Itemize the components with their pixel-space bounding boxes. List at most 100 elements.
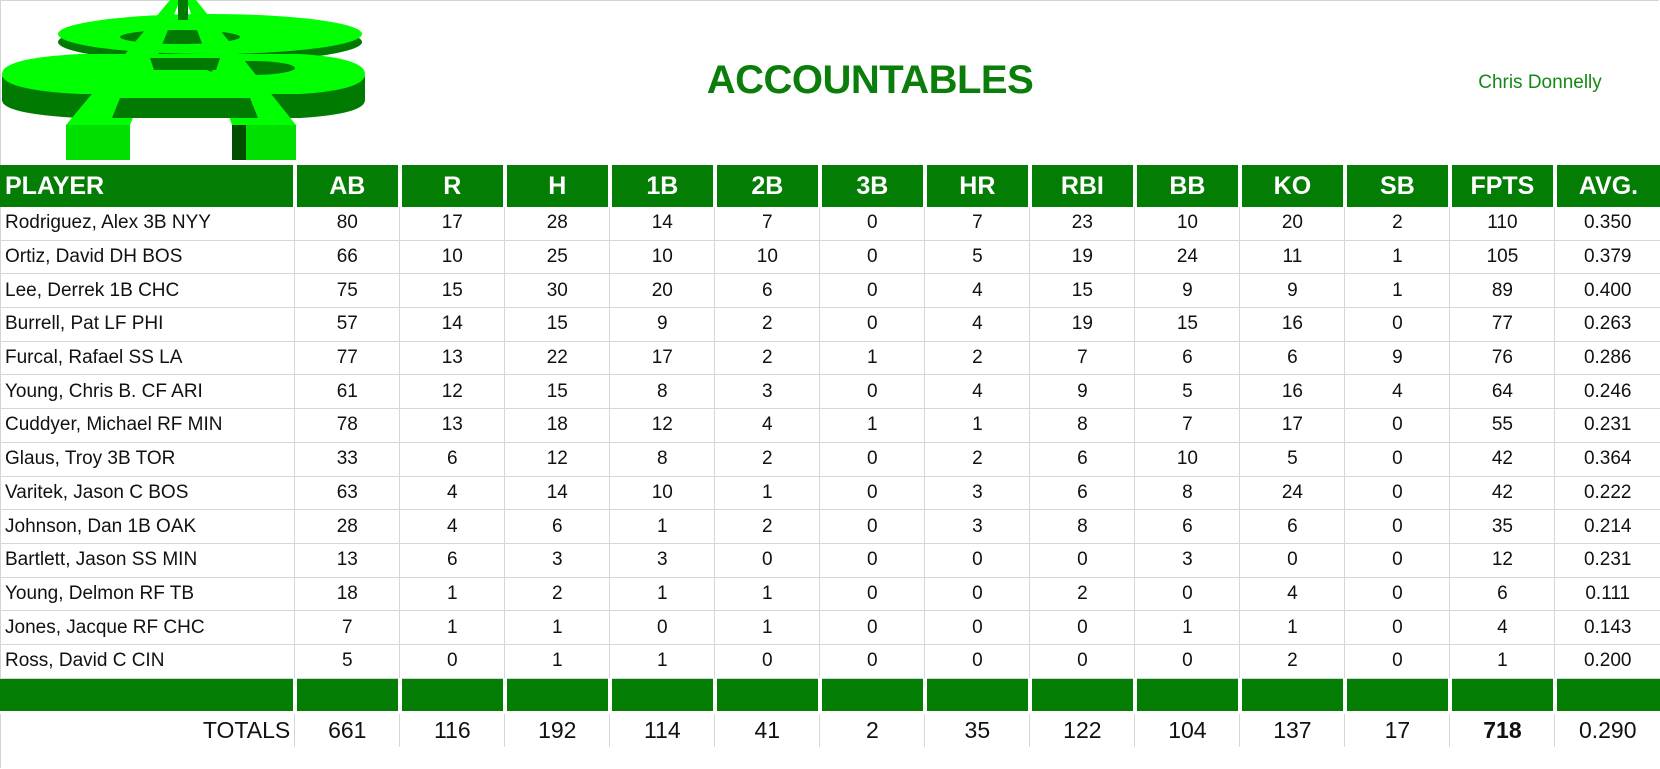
cell-hr[interactable]: 0 (924, 644, 1030, 679)
cell-r[interactable]: 4 (399, 509, 505, 544)
total-hr[interactable]: 35 (924, 712, 1030, 747)
cell-1b[interactable]: 3 (609, 543, 715, 578)
cell-hr[interactable]: 4 (924, 273, 1030, 309)
cell-2b[interactable]: 1 (714, 476, 820, 511)
cell-rbi[interactable]: 6 (1029, 442, 1135, 477)
cell-3b[interactable]: 0 (819, 543, 925, 578)
cell-avg[interactable]: 0.400 (1554, 273, 1660, 309)
cell-h[interactable]: 12 (504, 442, 610, 477)
cell-avg[interactable]: 0.231 (1554, 543, 1660, 578)
cell-fpts[interactable]: 12 (1449, 543, 1555, 578)
cell-fpts[interactable]: 89 (1449, 273, 1555, 309)
cell-ab[interactable]: 33 (294, 442, 400, 477)
cell-h[interactable]: 18 (504, 408, 610, 443)
column-header-player[interactable]: PLAYER (0, 165, 295, 207)
cell-ab[interactable]: 5 (294, 644, 400, 679)
cell-r[interactable]: 17 (399, 207, 505, 241)
cell-sb[interactable]: 0 (1344, 476, 1450, 511)
cell-2b[interactable]: 2 (714, 341, 820, 376)
cell-player[interactable]: Jones, Jacque RF CHC (0, 610, 295, 645)
cell-3b[interactable]: 0 (819, 307, 925, 342)
cell-1b[interactable]: 1 (609, 577, 715, 612)
cell-fpts[interactable]: 42 (1449, 476, 1555, 511)
cell-2b[interactable]: 2 (714, 307, 820, 342)
cell-2b[interactable]: 10 (714, 240, 820, 275)
cell-avg[interactable]: 0.231 (1554, 408, 1660, 443)
cell-player[interactable]: Burrell, Pat LF PHI (0, 307, 295, 342)
cell-sb[interactable]: 2 (1344, 207, 1450, 241)
cell-r[interactable]: 1 (399, 610, 505, 645)
cell-sb[interactable]: 0 (1344, 442, 1450, 477)
total-1b[interactable]: 114 (609, 712, 715, 747)
cell-sb[interactable]: 9 (1344, 341, 1450, 376)
cell-hr[interactable]: 0 (924, 543, 1030, 578)
cell-hr[interactable]: 3 (924, 509, 1030, 544)
total-ab[interactable]: 661 (294, 712, 400, 747)
cell-r[interactable]: 6 (399, 543, 505, 578)
column-header-h[interactable]: H (502, 165, 610, 207)
cell-hr[interactable]: 1 (924, 408, 1030, 443)
cell-3b[interactable]: 0 (819, 374, 925, 410)
cell-bb[interactable]: 6 (1134, 509, 1240, 544)
column-header-1b[interactable]: 1B (607, 165, 715, 207)
column-header-fpts[interactable]: FPTS (1447, 165, 1555, 207)
cell-1b[interactable]: 17 (609, 341, 715, 376)
cell-fpts[interactable]: 110 (1449, 207, 1555, 241)
total-fpts[interactable]: 718 (1449, 712, 1555, 747)
cell-h[interactable]: 2 (504, 577, 610, 612)
cell-1b[interactable]: 10 (609, 240, 715, 275)
cell-hr[interactable]: 4 (924, 307, 1030, 342)
cell-ko[interactable]: 16 (1239, 307, 1345, 342)
cell-ab[interactable]: 61 (294, 374, 400, 410)
cell-r[interactable]: 6 (399, 442, 505, 477)
cell-1b[interactable]: 9 (609, 307, 715, 342)
cell-player[interactable]: Glaus, Troy 3B TOR (0, 442, 295, 477)
cell-sb[interactable]: 4 (1344, 374, 1450, 410)
cell-bb[interactable]: 24 (1134, 240, 1240, 275)
cell-bb[interactable]: 0 (1134, 577, 1240, 612)
column-header-rbi[interactable]: RBI (1027, 165, 1135, 207)
cell-ab[interactable]: 18 (294, 577, 400, 612)
cell-rbi[interactable]: 23 (1029, 207, 1135, 241)
cell-bb[interactable]: 1 (1134, 610, 1240, 645)
cell-h[interactable]: 1 (504, 610, 610, 645)
cell-hr[interactable]: 2 (924, 442, 1030, 477)
totals-label[interactable]: TOTALS (202, 716, 291, 743)
cell-ko[interactable]: 17 (1239, 408, 1345, 443)
cell-ko[interactable]: 1 (1239, 610, 1345, 645)
cell-rbi[interactable]: 0 (1029, 644, 1135, 679)
cell-player[interactable]: Furcal, Rafael SS LA (0, 341, 295, 376)
column-header-2b[interactable]: 2B (712, 165, 820, 207)
cell-avg[interactable]: 0.286 (1554, 341, 1660, 376)
cell-r[interactable]: 13 (399, 341, 505, 376)
cell-bb[interactable]: 9 (1134, 273, 1240, 309)
cell-fpts[interactable]: 1 (1449, 644, 1555, 679)
cell-ko[interactable]: 5 (1239, 442, 1345, 477)
cell-hr[interactable]: 2 (924, 341, 1030, 376)
cell-1b[interactable]: 1 (609, 509, 715, 544)
cell-fpts[interactable]: 35 (1449, 509, 1555, 544)
cell-bb[interactable]: 10 (1134, 207, 1240, 241)
cell-ab[interactable]: 78 (294, 408, 400, 443)
cell-fpts[interactable]: 77 (1449, 307, 1555, 342)
cell-h[interactable]: 14 (504, 476, 610, 511)
cell-1b[interactable]: 0 (609, 610, 715, 645)
cell-r[interactable]: 12 (399, 374, 505, 410)
cell-hr[interactable]: 5 (924, 240, 1030, 275)
cell-1b[interactable]: 20 (609, 273, 715, 309)
cell-3b[interactable]: 0 (819, 476, 925, 511)
cell-h[interactable]: 15 (504, 374, 610, 410)
cell-2b[interactable]: 6 (714, 273, 820, 309)
cell-ko[interactable]: 16 (1239, 374, 1345, 410)
cell-avg[interactable]: 0.379 (1554, 240, 1660, 275)
cell-hr[interactable]: 0 (924, 577, 1030, 612)
total-3b[interactable]: 2 (819, 712, 925, 747)
cell-rbi[interactable]: 9 (1029, 374, 1135, 410)
cell-rbi[interactable]: 19 (1029, 240, 1135, 275)
cell-avg[interactable]: 0.200 (1554, 644, 1660, 679)
column-header-r[interactable]: R (397, 165, 505, 207)
cell-3b[interactable]: 1 (819, 341, 925, 376)
cell-h[interactable]: 28 (504, 207, 610, 241)
cell-player[interactable]: Young, Chris B. CF ARI (0, 374, 295, 410)
cell-ab[interactable]: 7 (294, 610, 400, 645)
